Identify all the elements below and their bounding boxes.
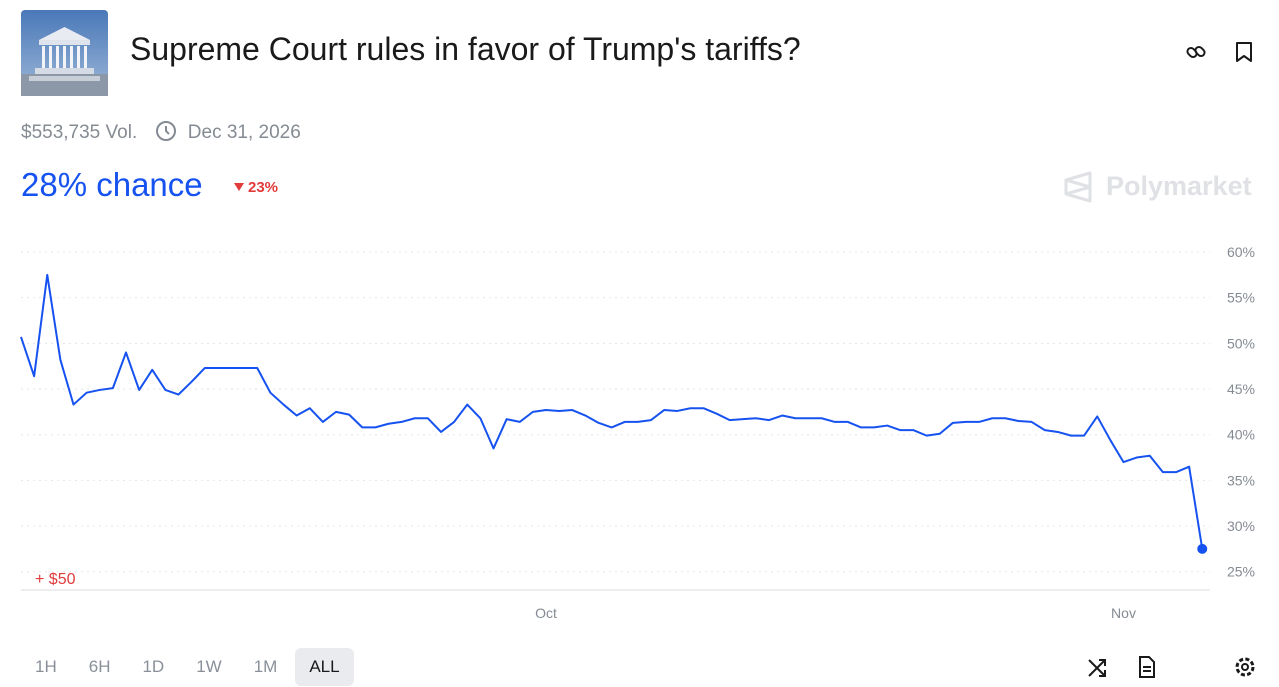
meta-row: $553,735 Vol. Dec 31, 2026 bbox=[21, 120, 301, 144]
clock-icon bbox=[155, 121, 176, 141]
market-title: Supreme Court rules in favor of Trump's … bbox=[130, 31, 801, 67]
y-tick-label: 45% bbox=[1227, 381, 1255, 397]
chance: 28% chance bbox=[21, 166, 203, 203]
y-tick-label: 35% bbox=[1227, 472, 1255, 488]
x-tick-label: Nov bbox=[1111, 605, 1136, 621]
time-range-button[interactable]: 1D bbox=[142, 657, 165, 676]
y-tick-label: 40% bbox=[1227, 427, 1255, 443]
y-tick-label: 30% bbox=[1227, 518, 1255, 534]
annotation: + $50 bbox=[35, 571, 76, 588]
settings-icon[interactable] bbox=[1233, 655, 1257, 679]
shuffle-icon[interactable] bbox=[1086, 655, 1110, 679]
market-image bbox=[21, 10, 108, 96]
change-value: 23% bbox=[248, 179, 279, 196]
time-range-button[interactable]: 1H bbox=[35, 657, 57, 676]
y-tick-label: 50% bbox=[1227, 335, 1255, 351]
brand-name: Polymarket bbox=[1106, 171, 1252, 201]
end-date: Dec 31, 2026 bbox=[187, 122, 301, 143]
y-tick-label: 25% bbox=[1227, 564, 1255, 580]
doc-icon[interactable] bbox=[1136, 655, 1158, 679]
volume: $553,735 Vol. bbox=[21, 122, 138, 143]
down-icon bbox=[234, 183, 244, 191]
time-ranges: 1H 6H 1D 1W 1M ALL bbox=[21, 648, 354, 686]
x-tick-label: Oct bbox=[535, 605, 557, 621]
link-icon[interactable] bbox=[1184, 40, 1208, 64]
time-range-button[interactable]: 1M bbox=[253, 657, 278, 676]
price-chart: 25% 30% 35% 40% 45% 50% 55% 60% Oct Nov + $50 bbox=[20, 244, 1255, 621]
last-point bbox=[1197, 543, 1208, 554]
brand-logo bbox=[1064, 171, 1092, 203]
bookmark-icon[interactable] bbox=[1233, 40, 1255, 64]
y-tick-label: 55% bbox=[1227, 290, 1255, 306]
time-range-button[interactable]: 1W bbox=[196, 657, 222, 676]
change: 23% bbox=[233, 179, 278, 196]
price-line bbox=[20, 273, 1204, 550]
time-range-button[interactable]: ALL bbox=[295, 648, 354, 686]
time-range-button[interactable]: 6H bbox=[88, 657, 111, 676]
y-tick-label: 60% bbox=[1227, 244, 1255, 260]
